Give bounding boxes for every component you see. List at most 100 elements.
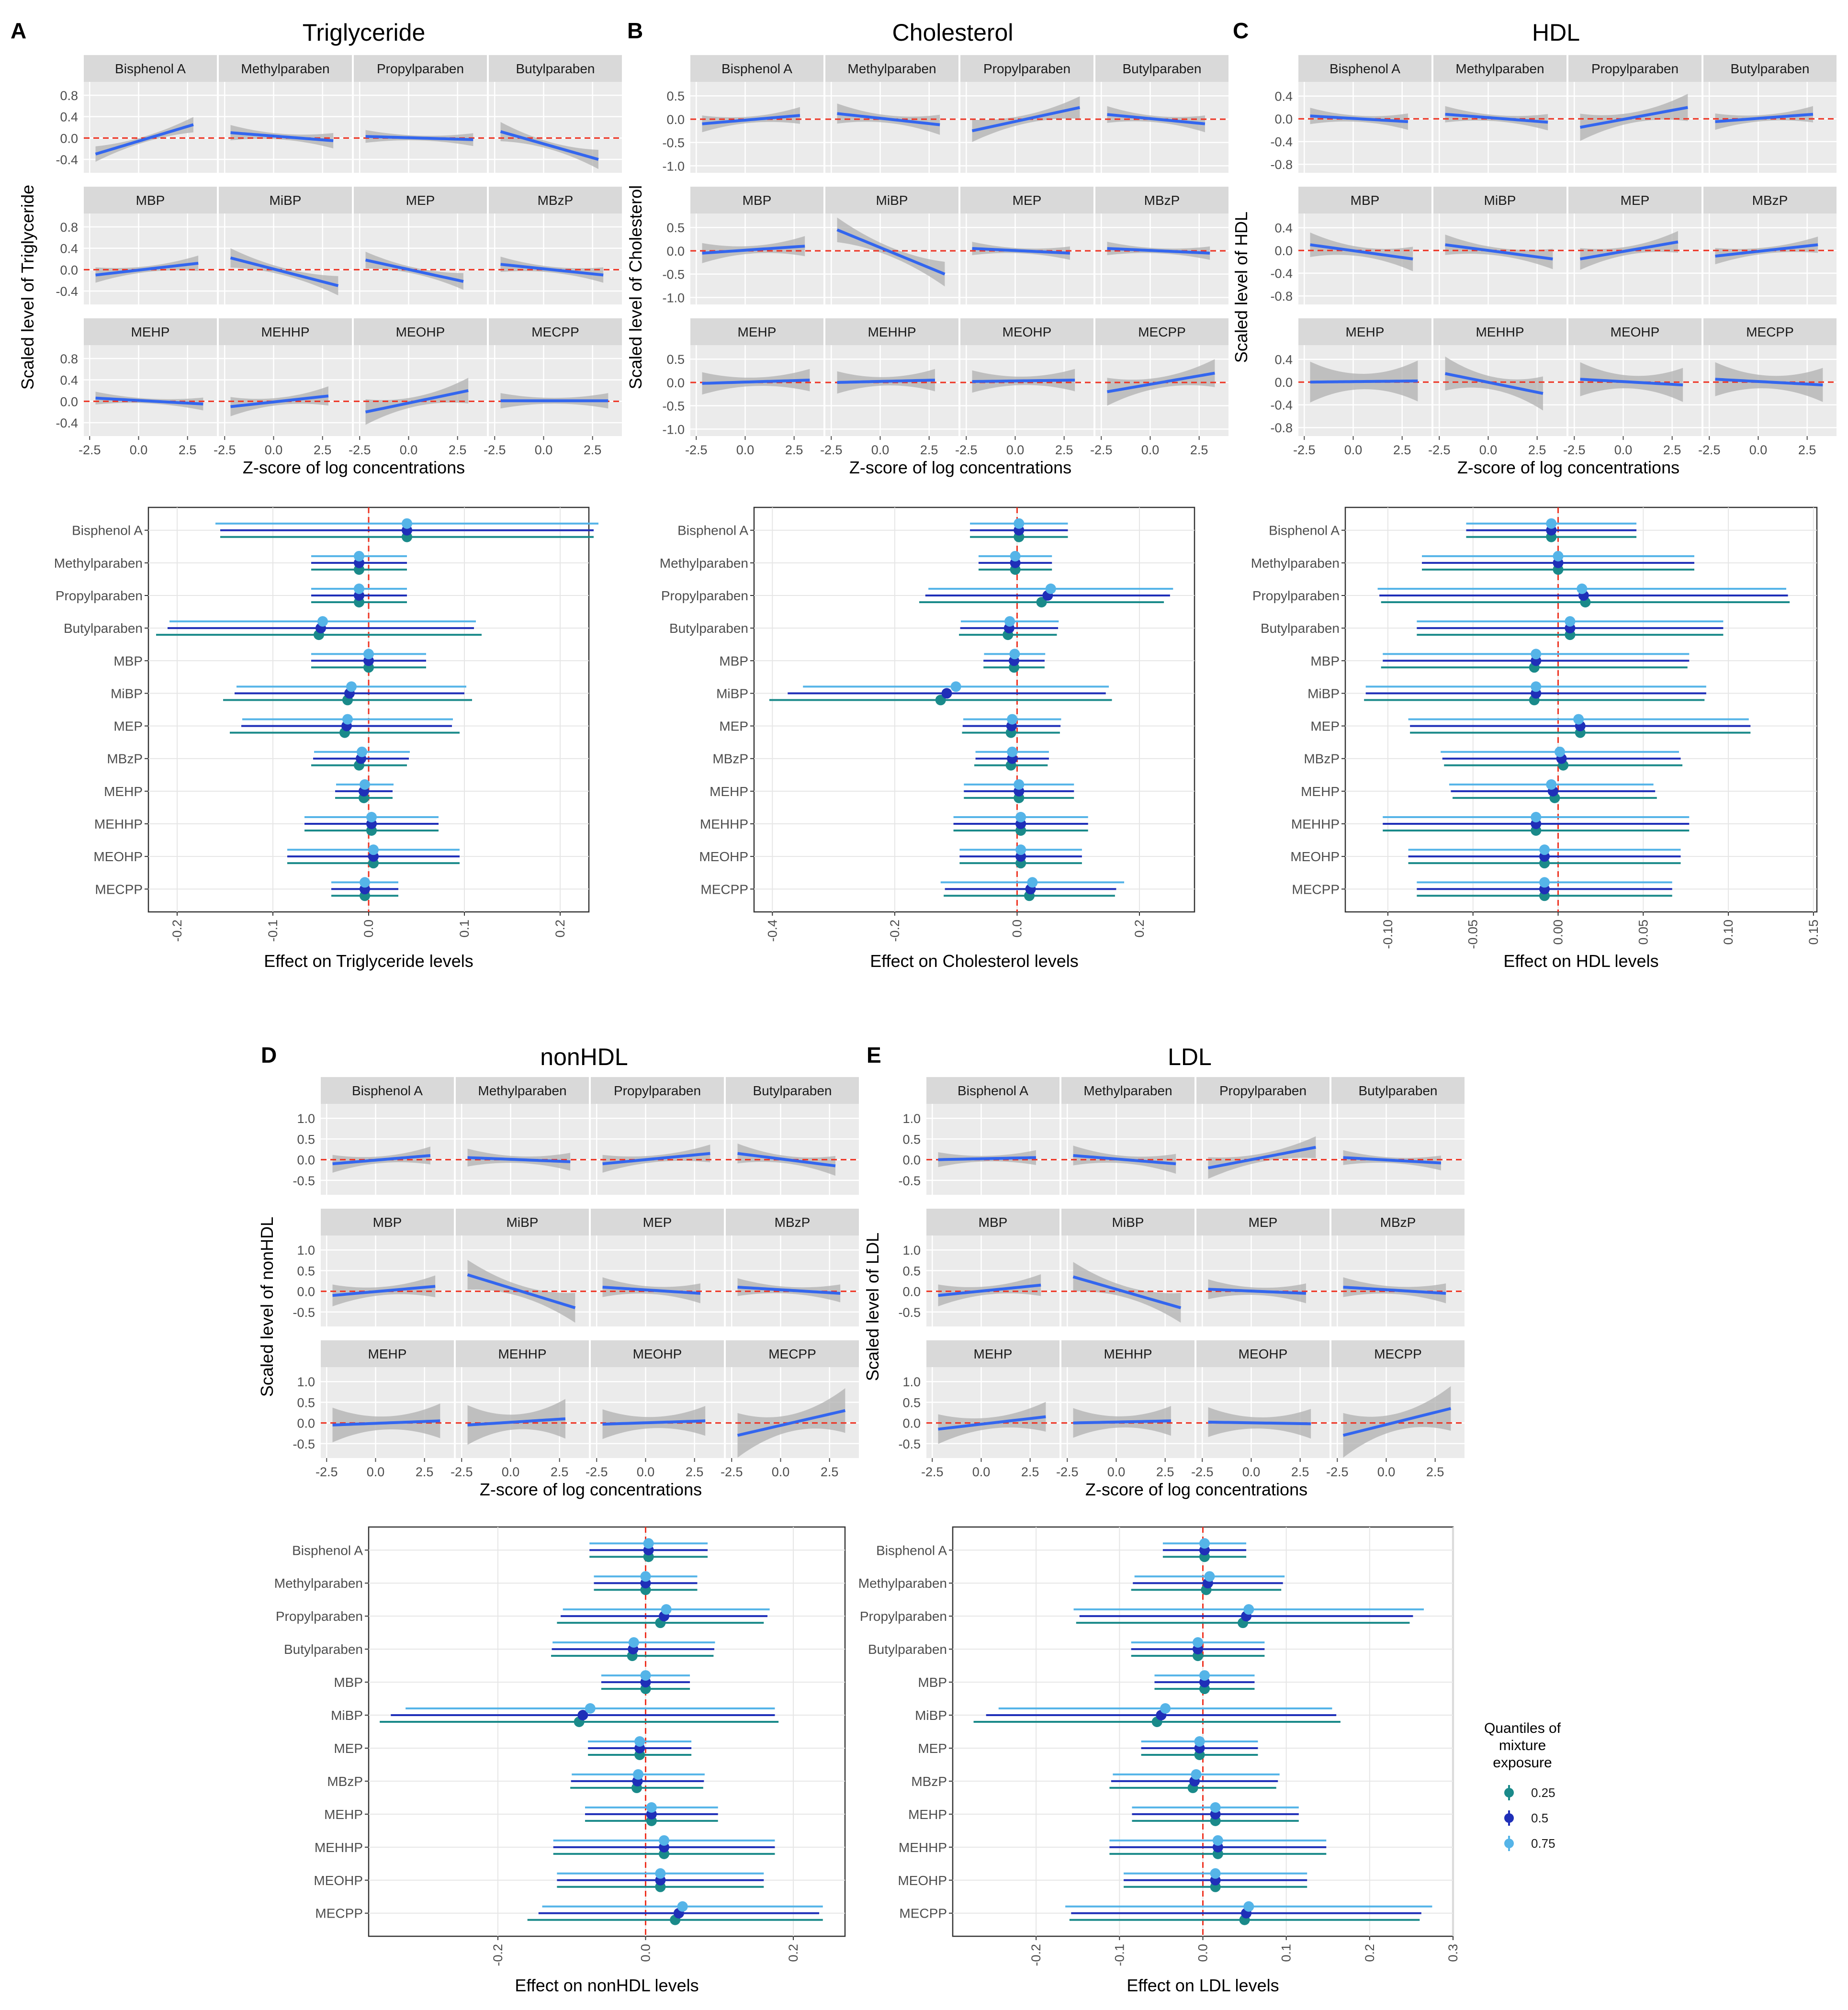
forest-row: MEP	[334, 1736, 692, 1760]
point-q0.75	[346, 681, 357, 692]
facet-background	[1298, 82, 1431, 173]
facet-label: MEHHP	[261, 325, 309, 339]
facet-label: MiBP	[270, 193, 302, 208]
facet-label: MBzP	[1752, 193, 1788, 208]
facet-mbzp: MBzP	[1331, 1209, 1465, 1326]
forest-row: Bisphenol A	[876, 1538, 1247, 1562]
point-q0.75	[366, 812, 377, 823]
forest-row-label: MBP	[918, 1675, 947, 1690]
forest-row-label: MBP	[719, 653, 748, 668]
facet-background	[926, 1104, 1059, 1195]
panel-E: E LDL Scaled level of LDL Bisphenol A 1.0 0.5…	[858, 1043, 1465, 1995]
facet-label: Methylparaben	[1083, 1083, 1172, 1098]
point-q0.75	[1014, 779, 1025, 790]
forest-row-label: MEP	[918, 1741, 947, 1756]
forest-row: Bisphenol A	[1269, 518, 1637, 542]
facet-label: MECPP	[768, 1347, 816, 1361]
facet-label: Bisphenol A	[352, 1083, 423, 1098]
forest-row-label: MEHHP	[94, 817, 143, 831]
legend-item: 0.25	[1504, 1785, 1555, 1800]
facet-propylparaben: Propylparaben	[354, 55, 487, 173]
y-tick-label: 0.0	[1274, 244, 1293, 258]
forest-row-label: MBzP	[1304, 752, 1340, 766]
y-tick-label: 1.0	[297, 1375, 315, 1389]
facet-label: MBzP	[1380, 1215, 1416, 1230]
x-tick-label: 2.5	[1291, 1465, 1309, 1479]
facet-strip	[1568, 55, 1702, 82]
forest-row: MBP	[113, 649, 426, 673]
facet-mep: MEP	[1568, 187, 1702, 304]
y-tick-label: 0.5	[297, 1264, 315, 1278]
forest-row-label: MEP	[113, 719, 143, 734]
x-tick-label: 2.5	[314, 443, 332, 457]
x-axis-title: Effect on Triglyceride levels	[264, 951, 473, 971]
x-tick-label: 0.0	[535, 443, 553, 457]
y-axis-title: Scaled level of Triglyceride	[18, 185, 37, 390]
facet-strip	[1095, 187, 1228, 213]
facet-label: MBP	[1351, 193, 1380, 208]
x-tick-label: 2.5	[1021, 1465, 1039, 1479]
x-tick-label: -2.5	[1563, 443, 1586, 457]
facet-strip	[219, 318, 352, 345]
smooth-line	[837, 379, 935, 384]
x-tick-label: 2.5	[1156, 1465, 1174, 1479]
facet-meohp: MEOHP -2.5 0.0 2.5	[349, 318, 487, 457]
x-tick-label: 0.0	[1749, 443, 1768, 457]
forest-row-label: Butylparaben	[669, 621, 748, 636]
x-tick-label: 0.0	[400, 443, 418, 457]
forest-frame	[753, 506, 1195, 913]
x-tick-label: 2.5	[416, 1465, 434, 1479]
facet-label: Propylparaben	[1219, 1083, 1307, 1098]
facet-mecpp: MECPP -2.5 0.0 2.5	[484, 318, 622, 457]
forest-row: Bisphenol A	[72, 518, 598, 542]
facet-strip	[1196, 1077, 1330, 1104]
facet-strip	[1703, 187, 1837, 213]
legend-title: Quantiles of	[1484, 1720, 1561, 1736]
facet-mbp: MBP 1.0 0.5 0.0 -0.5	[898, 1209, 1059, 1326]
y-tick-label: 0.5	[902, 1395, 921, 1410]
y-tick-label: -0.4	[1270, 398, 1293, 413]
point-q0.75	[363, 649, 374, 660]
x-tick-label: 0.0	[1377, 1465, 1396, 1479]
facet-strip	[354, 55, 487, 82]
y-tick-label: -0.5	[293, 1437, 315, 1451]
y-tick-label: 1.0	[902, 1243, 921, 1258]
facet-label: MBP	[743, 193, 772, 208]
point-q0.75	[1210, 1868, 1221, 1879]
forest-row-label: Methylparaben	[1251, 556, 1340, 571]
facet-strip	[1703, 318, 1837, 345]
y-tick-label: 0.5	[666, 352, 685, 367]
facet-methylparaben: Methylparaben	[219, 55, 352, 173]
forest-row-label: Methylparaben	[858, 1576, 947, 1591]
facet-strip	[726, 1077, 859, 1104]
smooth-line	[1073, 1154, 1176, 1166]
x-tick-label: -2.5	[921, 1465, 944, 1479]
facet-mbzp: MBzP	[1095, 187, 1228, 304]
point-q0.75	[1015, 812, 1026, 823]
x-tick-label: -0.2	[888, 920, 902, 942]
x-tick-label: 2.5	[584, 443, 602, 457]
y-tick-label: 0.0	[297, 1153, 315, 1168]
forest-row: MEP	[918, 1736, 1258, 1760]
x-tick-label: -2.5	[1090, 443, 1113, 457]
forest-row-label: Propylparaben	[1252, 588, 1340, 603]
x-tick-label: 2.5	[1393, 443, 1411, 457]
forest-row: MBP	[918, 1670, 1255, 1695]
facet-strip	[825, 187, 958, 213]
facet-mibp: MiBP	[825, 187, 958, 304]
point-q0.75	[1565, 616, 1576, 627]
forest-row: MiBP	[915, 1703, 1341, 1728]
facet-label: Bisphenol A	[958, 1083, 1028, 1098]
forest-row-label: MEP	[334, 1741, 363, 1756]
smooth-line	[467, 1156, 571, 1163]
smooth-line	[972, 247, 1070, 255]
panel-letter: B	[627, 18, 643, 43]
facet-label: Propylparaben	[614, 1083, 701, 1098]
forest-row-label: MEOHP	[314, 1873, 363, 1888]
y-tick-label: -0.8	[1270, 157, 1293, 172]
facet-propylparaben: Propylparaben	[960, 55, 1093, 173]
facet-label: MEOHP	[396, 325, 445, 339]
point-q0.5	[577, 1710, 588, 1721]
forest-row-label: MEHHP	[315, 1840, 363, 1855]
